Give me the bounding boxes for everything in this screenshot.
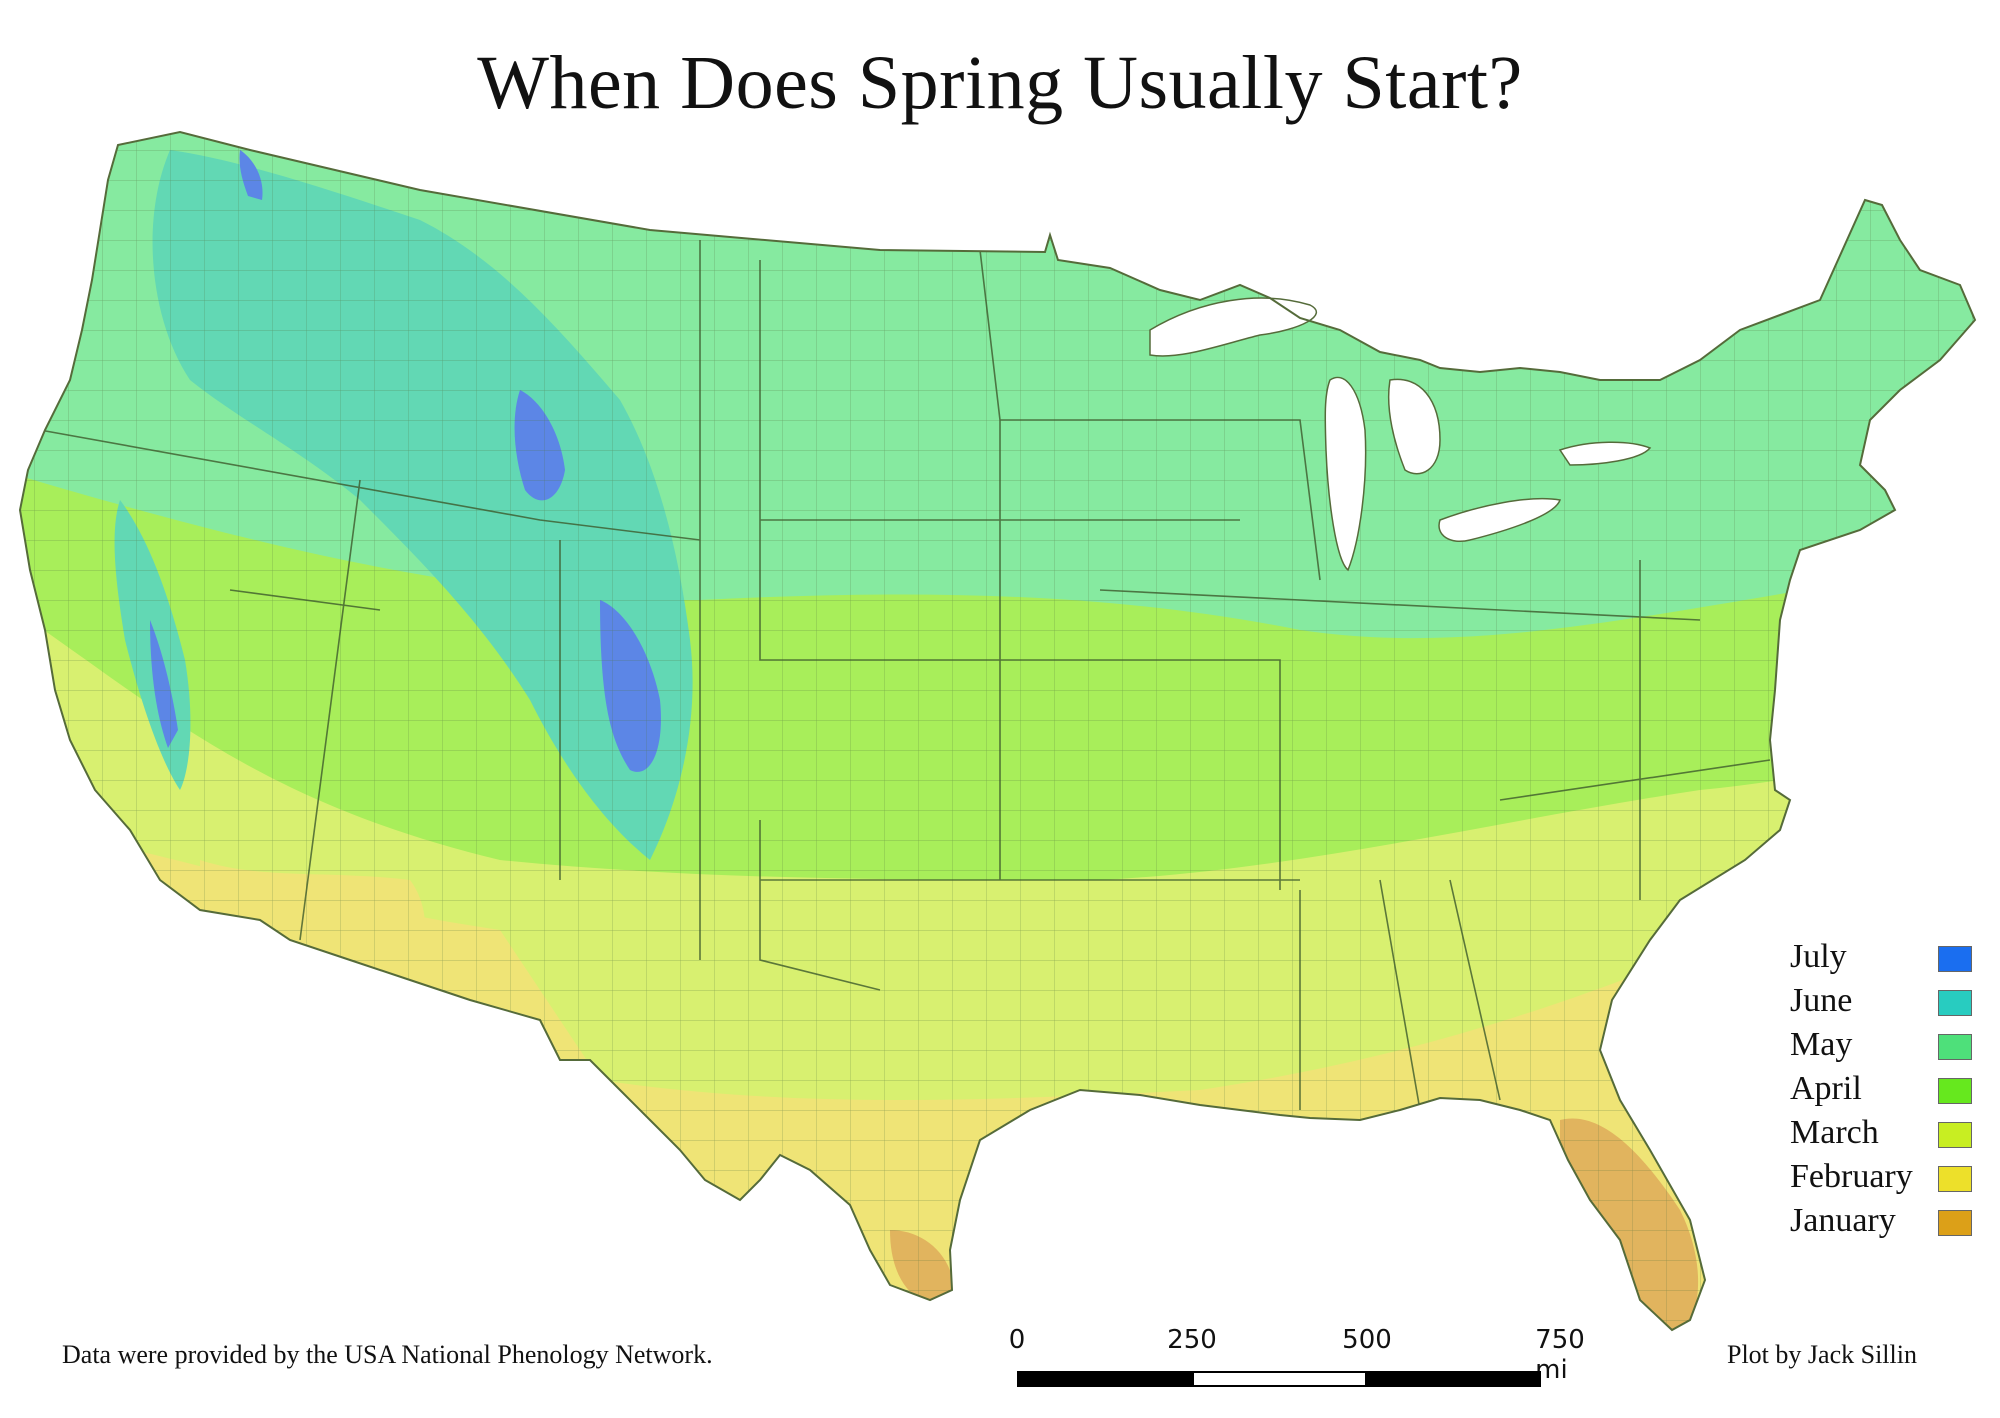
map-fill bbox=[20, 132, 1975, 1330]
us-outline bbox=[18, 130, 1977, 1332]
map-title: When Does Spring Usually Start? bbox=[477, 41, 1523, 125]
legend-label: June bbox=[1790, 982, 1853, 1019]
legend-item-june: June bbox=[1790, 982, 1990, 1026]
legend-label: April bbox=[1790, 1070, 1862, 1107]
legend-item-march: March bbox=[1790, 1114, 1990, 1158]
legend-swatch bbox=[1938, 1034, 1972, 1060]
scale-segment-3 bbox=[1367, 1371, 1541, 1387]
scale-tick-500: 500 bbox=[1342, 1325, 1392, 1355]
legend-item-january: January bbox=[1790, 1202, 1990, 1246]
state-lines bbox=[39, 240, 1771, 1111]
scale-tick-750: 750 mi bbox=[1535, 1325, 1585, 1385]
legend-swatch bbox=[1938, 990, 1972, 1016]
legend-label: May bbox=[1790, 1026, 1853, 1063]
legend: July June May April March February Janua… bbox=[1790, 938, 1990, 1246]
legend-swatch bbox=[1938, 1166, 1972, 1192]
data-credit: Data were provided by the USA National P… bbox=[62, 1340, 713, 1369]
great-lakes bbox=[1149, 297, 1652, 572]
scale-segment-1 bbox=[1017, 1371, 1192, 1387]
legend-label: January bbox=[1790, 1202, 1896, 1239]
legend-item-february: February bbox=[1790, 1158, 1990, 1202]
legend-swatch bbox=[1938, 1078, 1972, 1104]
legend-label: March bbox=[1790, 1114, 1879, 1151]
scale-tick-250: 250 bbox=[1167, 1325, 1217, 1355]
legend-item-april: April bbox=[1790, 1070, 1990, 1114]
legend-label: February bbox=[1790, 1158, 1913, 1195]
scale-tick-0: 0 bbox=[1008, 1325, 1026, 1355]
legend-swatch bbox=[1938, 1210, 1972, 1236]
legend-swatch bbox=[1938, 946, 1972, 972]
legend-label: July bbox=[1790, 938, 1847, 975]
legend-swatch bbox=[1938, 1122, 1972, 1148]
legend-item-may: May bbox=[1790, 1026, 1990, 1070]
scale-segment-2 bbox=[1192, 1371, 1367, 1387]
legend-item-july: July bbox=[1790, 938, 1990, 982]
scale-bar: 0 250 500 750 mi bbox=[1009, 1325, 1585, 1395]
author-credit: Plot by Jack Sillin bbox=[1727, 1340, 1917, 1369]
